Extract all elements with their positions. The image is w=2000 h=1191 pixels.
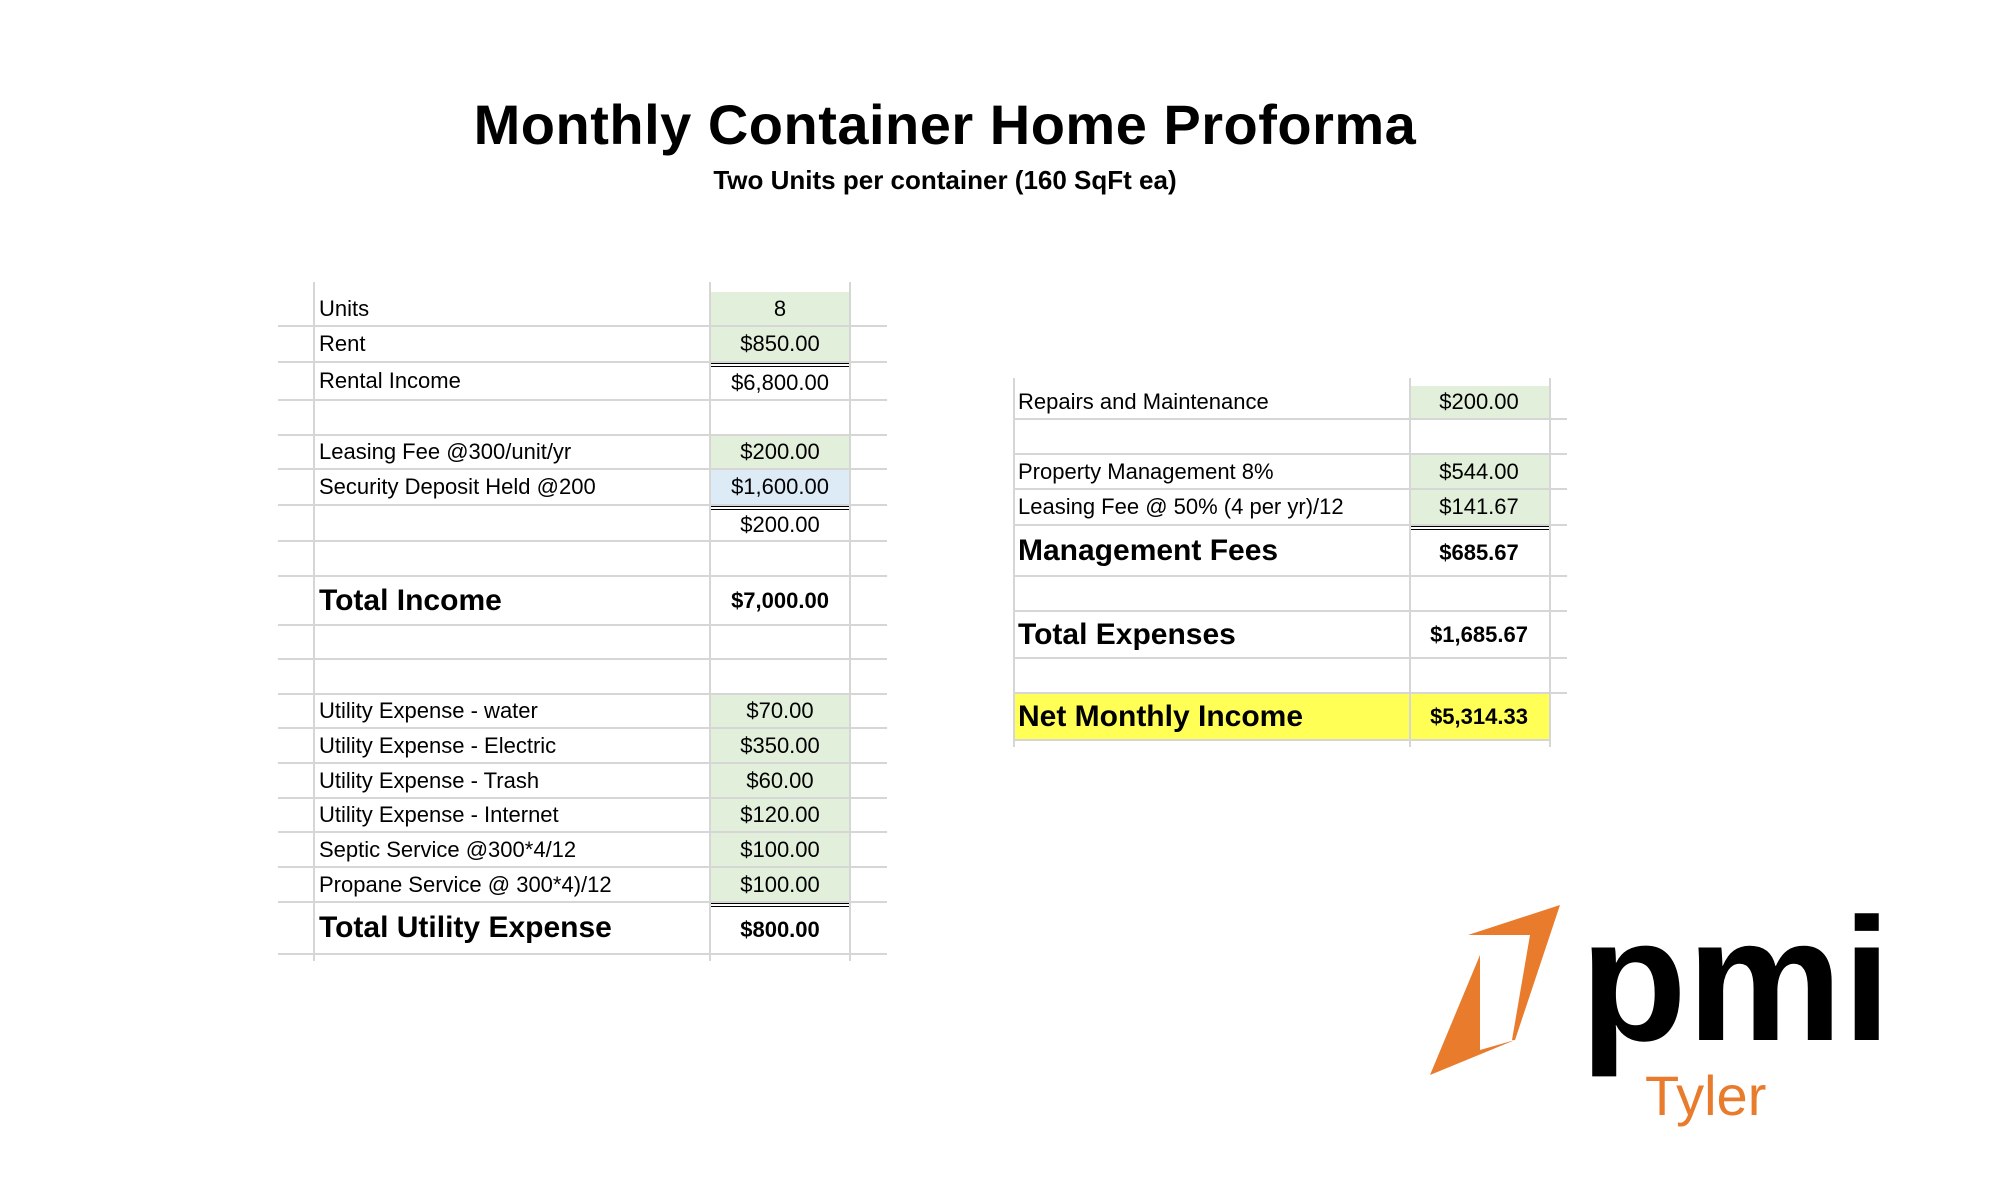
table-row: Leasing Fee @ 50% (4 per yr)/12 $141.67	[1013, 490, 1567, 526]
row-value[interactable]: $6,800.00	[710, 363, 850, 399]
row-label[interactable]: Leasing Fee @300/unit/yr	[319, 439, 572, 464]
row-value[interactable]: $60.00	[710, 764, 850, 797]
table-row: Rent $850.00	[278, 327, 887, 363]
row-value[interactable]: 8	[710, 292, 850, 325]
row-label[interactable]: Leasing Fee @ 50% (4 per yr)/12	[1018, 494, 1344, 519]
row-value[interactable]: $100.00	[710, 868, 850, 901]
table-row: Utility Expense - water $70.00	[278, 695, 887, 729]
table-row: Management Fees $685.67	[1013, 526, 1567, 577]
table-row	[278, 626, 887, 660]
row-value[interactable]: $544.00	[1409, 455, 1549, 488]
row-value[interactable]	[1409, 659, 1549, 692]
table-row: Rental Income $6,800.00	[278, 363, 887, 401]
row-value[interactable]: $120.00	[710, 799, 850, 831]
row-label[interactable]: Property Management 8%	[1018, 458, 1274, 484]
row-label[interactable]: Utility Expense - Electric	[319, 732, 557, 758]
grid-line	[1549, 378, 1551, 747]
row-label[interactable]: Rental Income	[319, 368, 461, 393]
row-value[interactable]	[710, 401, 850, 434]
row-label[interactable]: Utility Expense - Internet	[319, 802, 559, 827]
row-value[interactable]: $800.00	[710, 903, 850, 953]
row-label[interactable]	[314, 401, 710, 434]
page-subtitle: Two Units per container (160 SqFt ea)	[713, 165, 1177, 195]
table-row: Utility Expense - Electric $350.00	[278, 729, 887, 764]
grid-line	[709, 282, 711, 961]
row-label[interactable]	[314, 660, 710, 693]
row-label[interactable]	[1013, 420, 1409, 453]
table-row: Propane Service @ 300*4)/12 $100.00	[278, 868, 887, 903]
row-label[interactable]: Management Fees	[1018, 533, 1279, 567]
table-row	[278, 542, 887, 577]
table-row	[1013, 577, 1567, 612]
row-label[interactable]: Total Expenses	[1018, 617, 1236, 651]
table-row: Utility Expense - Trash $60.00	[278, 764, 887, 799]
table-row: Total Income $7,000.00	[278, 577, 887, 626]
row-value[interactable]: $1,600.00	[710, 470, 850, 504]
table-row	[278, 401, 887, 436]
row-value[interactable]: $1,685.67	[1430, 621, 1528, 647]
row-value[interactable]: $685.67	[1409, 526, 1549, 575]
row-value[interactable]	[1409, 577, 1549, 610]
row-value[interactable]: $350.00	[710, 729, 850, 762]
table-row: Security Deposit Held @200 $1,600.00	[278, 470, 887, 506]
row-label[interactable]: Security Deposit Held @200	[319, 474, 596, 499]
row-value[interactable]: $7,000.00	[731, 587, 829, 613]
table-row	[1013, 420, 1567, 455]
row-label[interactable]: Units	[319, 295, 370, 321]
table-row: Utility Expense - Internet $120.00	[278, 799, 887, 833]
grid-line	[1013, 378, 1015, 747]
table-row: Property Management 8% $544.00	[1013, 455, 1567, 490]
row-value[interactable]: $141.67	[1409, 490, 1549, 524]
table-row: Total Utility Expense $800.00	[278, 903, 887, 955]
table-row: Septic Service @300*4/12 $100.00	[278, 833, 887, 868]
page-title: Monthly Container Home Proforma	[473, 93, 1417, 156]
row-value[interactable]: $200.00	[1409, 386, 1549, 418]
grid-line	[1409, 378, 1411, 747]
row-label[interactable]: Total Utility Expense	[319, 911, 612, 944]
row-label[interactable]	[1013, 659, 1409, 692]
pmi-tyler-logo: pmi Tyler	[1430, 895, 1890, 1127]
row-label[interactable]	[314, 506, 710, 540]
row-label[interactable]: Repairs and Maintenance	[1018, 389, 1269, 414]
table-row: Total Expenses $1,685.67	[1013, 612, 1567, 659]
table-row	[1013, 659, 1567, 694]
table-row: Leasing Fee @300/unit/yr $200.00	[278, 436, 887, 470]
row-label[interactable]	[314, 542, 710, 575]
row-label[interactable]: Total Income	[319, 583, 502, 617]
income-table: Units 8 Rent $850.00 Rental Income $6,800.00 L…	[278, 282, 887, 961]
row-label[interactable]	[314, 626, 710, 658]
row-value[interactable]: $200.00	[710, 436, 850, 468]
row-label[interactable]: Rent	[319, 331, 366, 356]
row-value[interactable]: $200.00	[710, 506, 850, 540]
row-label[interactable]: Net Monthly Income	[1018, 699, 1304, 733]
table-row: Repairs and Maintenance $200.00	[1013, 386, 1567, 420]
logo-window-mark-icon	[1430, 905, 1560, 1075]
logo-brand-text: pmi	[1580, 895, 1890, 1078]
table-row: Net Monthly Income $5,314.33	[1013, 694, 1549, 741]
row-value[interactable]	[710, 542, 850, 575]
row-label[interactable]: Utility Expense - Trash	[319, 767, 540, 793]
row-label[interactable]: Septic Service @300*4/12	[319, 836, 577, 862]
table-row: $200.00	[278, 506, 887, 542]
grid-line	[849, 282, 851, 961]
table-row	[278, 660, 887, 695]
expense-table: Repairs and Maintenance $200.00 Property M…	[1013, 378, 1567, 756]
row-value[interactable]: $70.00	[710, 695, 850, 727]
row-value[interactable]	[710, 626, 850, 658]
row-value[interactable]: $100.00	[710, 833, 850, 866]
row-label[interactable]	[1013, 577, 1409, 610]
table-row: Units 8	[278, 292, 887, 327]
row-label[interactable]: Utility Expense - water	[319, 698, 538, 723]
row-value[interactable]: $5,314.33	[1430, 703, 1528, 729]
logo-location-text: Tyler	[1645, 1064, 1766, 1127]
grid-line	[313, 282, 315, 961]
row-value[interactable]	[1409, 420, 1549, 453]
row-value[interactable]: $850.00	[710, 327, 850, 361]
row-label[interactable]: Propane Service @ 300*4)/12	[319, 871, 612, 897]
row-value[interactable]	[710, 660, 850, 693]
